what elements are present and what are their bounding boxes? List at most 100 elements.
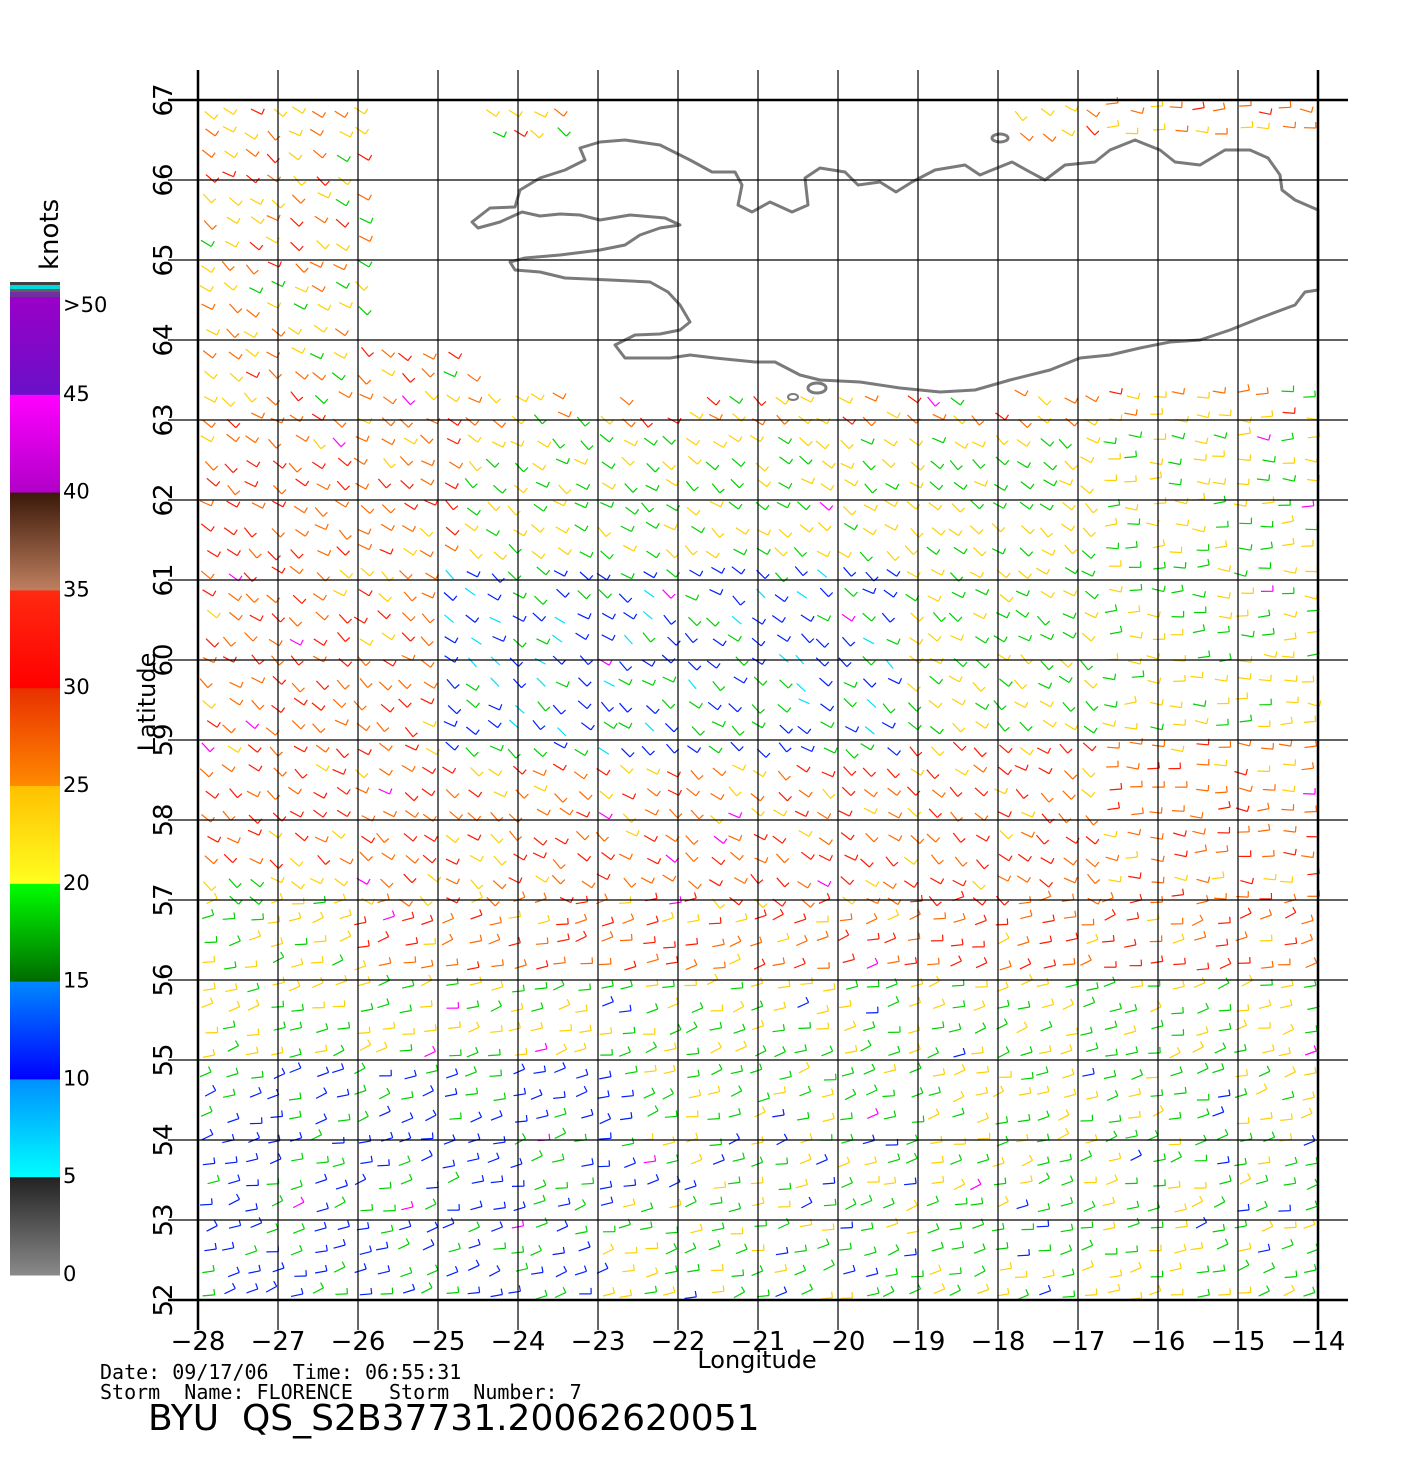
wind-barb xyxy=(1124,480,1137,483)
wind-barb-flag xyxy=(544,785,548,792)
wind-barb xyxy=(1019,963,1031,970)
wind-barb xyxy=(998,853,1010,862)
wind-barb xyxy=(266,1228,279,1234)
wind-barb xyxy=(735,656,745,666)
wind-barb xyxy=(267,261,280,268)
wind-barb xyxy=(840,876,851,886)
wind-barb-flag xyxy=(521,1063,526,1070)
wind-barb-flag xyxy=(562,1127,567,1134)
wind-barb xyxy=(556,1225,568,1232)
wind-barb-flag xyxy=(1072,549,1078,555)
wind-barb-flag xyxy=(761,400,767,406)
wind-barb xyxy=(206,1225,218,1232)
wind-barb-flag xyxy=(959,507,966,513)
wind-barb xyxy=(222,1094,236,1098)
wind-barb-flag xyxy=(742,1152,745,1159)
wind-barb xyxy=(952,741,963,751)
wind-barb xyxy=(1130,985,1143,989)
wind-barb-flag xyxy=(919,838,925,844)
wind-barb xyxy=(705,461,716,471)
wind-barb xyxy=(513,1093,526,1097)
wind-barb-flag xyxy=(1110,891,1114,899)
wind-barb-flag xyxy=(1111,909,1116,915)
wind-barb-flag xyxy=(261,108,265,115)
storm-name-label: Storm Name: xyxy=(100,1380,245,1404)
wind-barb xyxy=(1017,1119,1030,1123)
wind-barb xyxy=(553,741,565,749)
wind-barb-flag xyxy=(937,504,943,511)
wind-barb-flag xyxy=(1229,916,1231,923)
wind-barb xyxy=(841,1182,853,1189)
wind-barb xyxy=(200,570,211,580)
wind-barb-flag xyxy=(1222,1223,1226,1231)
wind-barb xyxy=(1039,878,1050,888)
wind-barb xyxy=(645,484,657,492)
wind-barb-flag xyxy=(570,1024,573,1031)
wind-barb xyxy=(1235,1024,1247,1031)
wind-barb-flag xyxy=(432,592,436,599)
wind-barb xyxy=(1278,743,1291,747)
wind-barb-flag xyxy=(825,930,829,937)
wind-barb-flag xyxy=(1308,1107,1313,1114)
wind-barb-flag xyxy=(518,111,523,117)
wind-barb-flag xyxy=(474,420,480,426)
colorbar-label: >50 xyxy=(63,293,107,317)
wind-barb-flag xyxy=(808,791,813,798)
wind-barb-flag xyxy=(852,1088,857,1095)
wind-barb-flag xyxy=(456,958,459,965)
wind-barb xyxy=(557,547,569,556)
wind-barb xyxy=(1087,897,1099,905)
wind-barb-flag xyxy=(942,1021,945,1028)
wind-barb-flag xyxy=(323,1113,328,1120)
wind-barb-flag xyxy=(824,1153,828,1160)
wind-barb xyxy=(684,1296,697,1300)
wind-barb xyxy=(619,661,628,671)
wind-barb-flag xyxy=(522,984,525,991)
wind-barb-flag xyxy=(408,1220,412,1227)
wind-barb xyxy=(558,484,568,495)
wind-barb-flag xyxy=(545,981,548,988)
wind-barb xyxy=(271,1051,284,1056)
wind-barb-flag xyxy=(1113,720,1117,727)
wind-barb-flag xyxy=(477,834,482,841)
wind-barb-flag xyxy=(503,1092,506,1099)
wind-barb-flag xyxy=(849,397,854,404)
wind-barb-flag xyxy=(538,132,544,139)
wind-barb xyxy=(316,1161,329,1164)
wind-barb xyxy=(1082,527,1092,538)
wind-barb xyxy=(359,1293,372,1296)
wind-barb-flag xyxy=(957,465,963,471)
colorbar-segment-5-10 xyxy=(10,1079,60,1178)
wind-barb xyxy=(817,569,828,578)
longitude-tick-label: −16 xyxy=(1131,1327,1186,1357)
wind-barb-flag xyxy=(1028,1113,1031,1121)
wind-barb xyxy=(928,502,939,511)
wind-barb-flag xyxy=(854,480,859,487)
colorbar-label: 25 xyxy=(63,773,90,797)
wind-barb xyxy=(595,831,605,842)
wind-barb xyxy=(309,128,321,137)
wind-barb xyxy=(202,1162,215,1166)
wind-barb xyxy=(332,1162,345,1168)
wind-barb xyxy=(708,879,721,887)
wind-barb-flag xyxy=(696,747,702,753)
wind-barb-flag xyxy=(760,1019,765,1026)
wind-barb-flag xyxy=(1318,700,1322,707)
wind-barb-flag xyxy=(408,1132,412,1139)
wind-barb xyxy=(1080,959,1092,966)
wind-barb-flag xyxy=(341,1063,345,1070)
wind-barb-flag xyxy=(673,1243,678,1250)
wind-barb-flag xyxy=(738,1085,743,1092)
wind-barb xyxy=(843,697,853,708)
wind-barb-flag xyxy=(763,909,767,916)
wind-barb-flag xyxy=(786,1246,789,1254)
wind-barb-flag xyxy=(304,303,308,310)
wind-barb xyxy=(1151,1025,1164,1030)
wind-barb-flag xyxy=(410,1044,413,1051)
wind-barb-flag xyxy=(1000,526,1006,533)
wind-barb-flag xyxy=(258,829,262,836)
wind-barb-flag xyxy=(693,892,697,899)
wind-barb xyxy=(311,284,323,293)
wind-barb xyxy=(800,851,812,860)
wind-barb-flag xyxy=(824,642,830,648)
